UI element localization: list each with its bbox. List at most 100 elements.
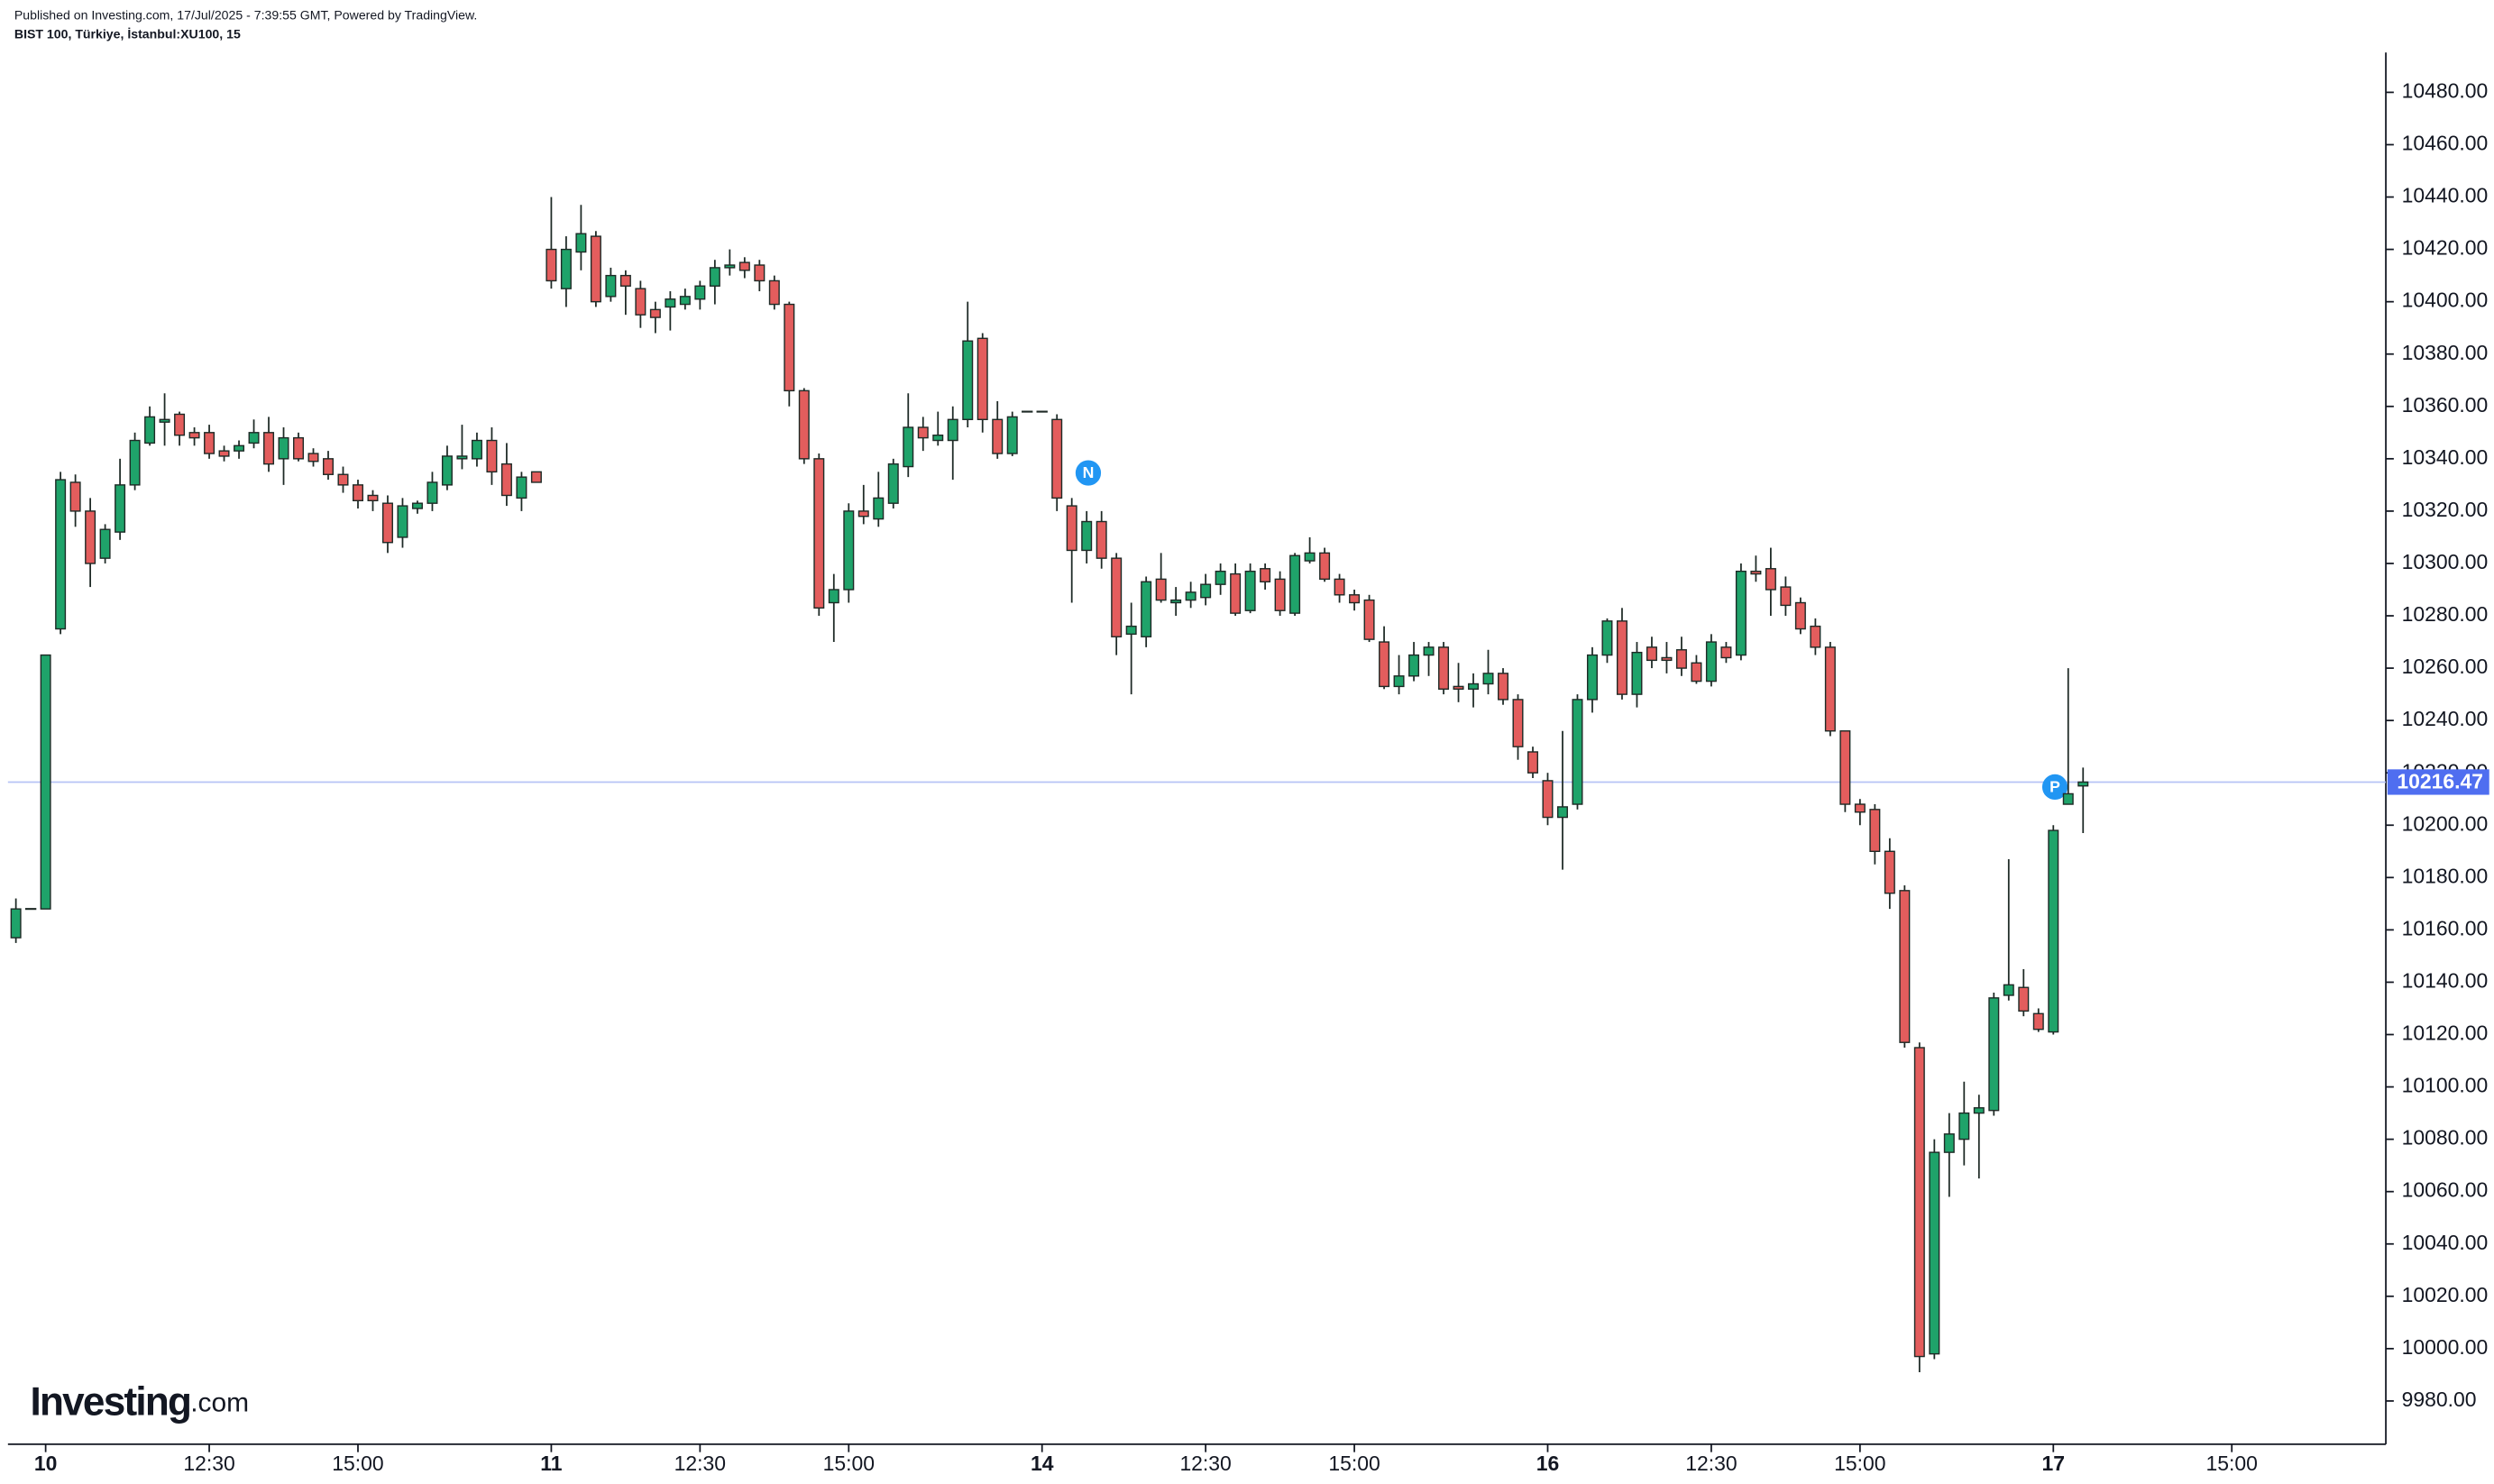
candle-body — [456, 455, 468, 460]
candle-body — [188, 432, 200, 439]
candle-body — [2077, 781, 2089, 787]
candle-body — [1631, 651, 1643, 695]
candle-body — [1334, 578, 1345, 596]
candle-body — [1423, 646, 1435, 656]
candle-body — [649, 308, 661, 318]
candle-body — [1750, 570, 1762, 575]
candle-body — [665, 298, 676, 308]
candle-body — [873, 497, 885, 520]
candle-body — [381, 502, 393, 544]
candle-body — [1839, 730, 1851, 805]
candle-body — [1096, 520, 1107, 559]
candle-body — [1794, 601, 1806, 630]
candle-body — [784, 303, 795, 392]
candle-body — [144, 416, 156, 444]
candle-body — [99, 528, 111, 559]
candle-body — [798, 389, 810, 460]
candle-body — [1601, 620, 1613, 656]
candle-body — [1691, 662, 1702, 682]
candle-body — [1899, 890, 1911, 1043]
candle-body — [1929, 1151, 1940, 1355]
event-label: P — [2049, 777, 2060, 795]
y-tick-label: 10380.00 — [2402, 341, 2489, 364]
candle-body — [1170, 599, 1182, 604]
candle-body — [1185, 591, 1197, 601]
candle-body — [1661, 656, 1673, 662]
candle-body — [1141, 581, 1152, 637]
candle-body — [1824, 646, 1836, 732]
event-label: N — [1083, 463, 1095, 481]
candle-body — [962, 340, 974, 420]
x-tick-label: 15:00 — [1328, 1452, 1380, 1475]
x-tick-label: 14 — [1031, 1452, 1054, 1475]
candle-body — [1705, 641, 1717, 682]
last-price-label: 10216.47 — [2397, 769, 2483, 792]
y-tick-label: 10180.00 — [2402, 864, 2489, 887]
x-tick-label: 12:30 — [674, 1452, 726, 1475]
candle-body — [1304, 552, 1316, 562]
y-tick-label: 10140.00 — [2402, 969, 2489, 993]
y-tick-label: 10300.00 — [2402, 550, 2489, 573]
candle-body — [516, 476, 527, 499]
event-marker — [2041, 774, 2068, 801]
candle-body — [1349, 594, 1361, 604]
candle-body — [1675, 649, 1687, 669]
candle-body — [828, 589, 839, 604]
y-tick-label: 10060.00 — [2402, 1178, 2489, 1202]
candle-body — [1215, 570, 1226, 585]
x-tick-label: 11 — [540, 1452, 562, 1475]
candle-body — [1556, 806, 1568, 819]
candle-body — [263, 432, 275, 465]
candle-body — [55, 479, 67, 630]
y-tick-label: 10480.00 — [2402, 78, 2489, 102]
candle-body — [1125, 625, 1137, 636]
candle-body — [1155, 578, 1167, 601]
candle-body — [1438, 646, 1450, 691]
candle-body — [2018, 986, 2030, 1012]
candle-body — [323, 458, 335, 475]
candle-body — [2048, 829, 2059, 1033]
candle-body — [635, 288, 646, 316]
candle-body — [40, 654, 51, 910]
candle-body — [619, 274, 631, 287]
candle-body — [1512, 699, 1524, 747]
y-tick-label: 10020.00 — [2402, 1283, 2489, 1306]
candle-body — [10, 908, 22, 939]
candle-body — [1646, 646, 1657, 662]
y-tick-label: 10400.00 — [2402, 289, 2489, 312]
candle-body — [1468, 682, 1480, 691]
candle-body — [1616, 620, 1628, 695]
x-tick-label: 12:30 — [1179, 1452, 1231, 1475]
candle-body — [1765, 568, 1776, 591]
candle-body — [471, 439, 482, 460]
candle-body — [903, 426, 914, 468]
candle-body — [1988, 997, 2000, 1112]
candle-body — [1363, 599, 1375, 640]
candle-body — [546, 248, 557, 282]
y-tick-label: 10040.00 — [2402, 1231, 2489, 1254]
candle-body — [1453, 685, 1464, 691]
candle-body — [500, 463, 512, 497]
candle-body — [992, 418, 1004, 454]
candle-body — [1958, 1112, 1970, 1140]
candle-body — [411, 502, 423, 509]
candle-body — [1006, 416, 1018, 454]
logo-main: Investing — [31, 1379, 191, 1424]
y-tick-label: 10160.00 — [2402, 916, 2489, 939]
candle-body — [174, 413, 186, 436]
candle-body — [1542, 780, 1554, 819]
x-tick-label: 15:00 — [1834, 1452, 1885, 1475]
candle-body — [917, 426, 929, 439]
candle-body — [605, 274, 617, 298]
candle-body — [575, 233, 587, 253]
candle-body — [843, 510, 855, 591]
candle-body — [977, 337, 988, 420]
candle-body — [1735, 570, 1747, 656]
candle-body — [129, 439, 141, 486]
candle-body — [1810, 625, 1821, 648]
candle-body — [768, 279, 780, 306]
candle-body — [857, 510, 869, 518]
candle-body — [441, 455, 453, 486]
